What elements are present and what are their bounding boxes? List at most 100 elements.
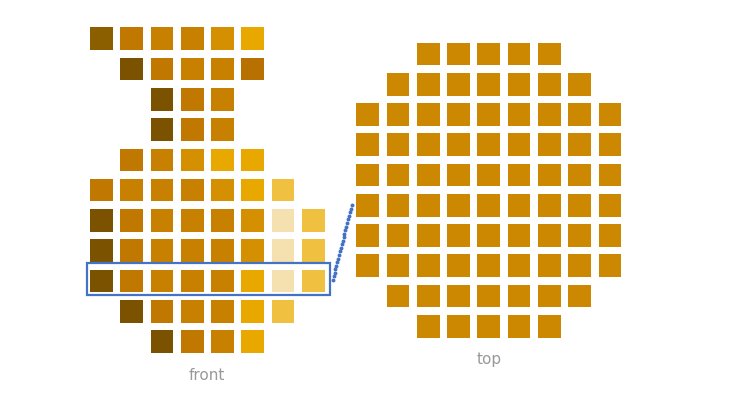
- Bar: [151, 179, 173, 202]
- Text: front: front: [189, 367, 226, 382]
- Bar: [242, 239, 264, 262]
- Bar: [387, 285, 410, 307]
- Bar: [447, 254, 470, 277]
- Bar: [242, 149, 264, 171]
- Bar: [87, 263, 330, 295]
- Bar: [447, 73, 470, 95]
- Bar: [417, 315, 440, 338]
- Bar: [211, 270, 234, 292]
- Bar: [242, 330, 264, 353]
- Bar: [568, 254, 591, 277]
- Bar: [417, 254, 440, 277]
- Bar: [272, 300, 294, 323]
- Bar: [478, 133, 500, 156]
- Bar: [568, 194, 591, 217]
- Bar: [211, 28, 234, 50]
- Bar: [151, 88, 173, 111]
- Bar: [447, 163, 470, 186]
- Bar: [211, 118, 234, 141]
- Bar: [447, 194, 470, 217]
- Bar: [151, 330, 173, 353]
- Bar: [447, 133, 470, 156]
- Bar: [90, 209, 112, 232]
- Bar: [387, 73, 410, 95]
- Bar: [242, 209, 264, 232]
- Bar: [181, 270, 203, 292]
- Bar: [478, 285, 500, 307]
- Bar: [120, 179, 143, 202]
- Bar: [211, 330, 234, 353]
- Bar: [538, 254, 561, 277]
- Bar: [151, 118, 173, 141]
- Bar: [356, 163, 379, 186]
- Bar: [447, 42, 470, 65]
- Text: top: top: [476, 353, 501, 367]
- Bar: [242, 270, 264, 292]
- Bar: [272, 239, 294, 262]
- Bar: [387, 133, 410, 156]
- Bar: [211, 300, 234, 323]
- Bar: [387, 103, 410, 126]
- Bar: [151, 28, 173, 50]
- Bar: [242, 300, 264, 323]
- Bar: [508, 315, 530, 338]
- Bar: [447, 315, 470, 338]
- Bar: [417, 42, 440, 65]
- Bar: [151, 149, 173, 171]
- Bar: [151, 270, 173, 292]
- Bar: [181, 118, 203, 141]
- Bar: [508, 163, 530, 186]
- Bar: [387, 194, 410, 217]
- Bar: [272, 179, 294, 202]
- Bar: [90, 270, 112, 292]
- Bar: [417, 285, 440, 307]
- Bar: [181, 88, 203, 111]
- Bar: [181, 28, 203, 50]
- Bar: [181, 58, 203, 81]
- Bar: [120, 239, 143, 262]
- Bar: [302, 209, 325, 232]
- Bar: [478, 224, 500, 247]
- Bar: [538, 133, 561, 156]
- Bar: [538, 224, 561, 247]
- Bar: [387, 254, 410, 277]
- Bar: [356, 103, 379, 126]
- Bar: [417, 103, 440, 126]
- Bar: [568, 103, 591, 126]
- Bar: [478, 194, 500, 217]
- Bar: [181, 330, 203, 353]
- Bar: [387, 224, 410, 247]
- Bar: [478, 73, 500, 95]
- Bar: [211, 149, 234, 171]
- Bar: [417, 73, 440, 95]
- Bar: [447, 285, 470, 307]
- Bar: [447, 224, 470, 247]
- Bar: [538, 315, 561, 338]
- Bar: [302, 239, 325, 262]
- Bar: [508, 224, 530, 247]
- Bar: [211, 88, 234, 111]
- Bar: [272, 209, 294, 232]
- Bar: [598, 254, 621, 277]
- Bar: [120, 149, 143, 171]
- Bar: [120, 300, 143, 323]
- Bar: [90, 179, 112, 202]
- Bar: [211, 209, 234, 232]
- Bar: [90, 239, 112, 262]
- Bar: [478, 254, 500, 277]
- Bar: [417, 194, 440, 217]
- Bar: [568, 163, 591, 186]
- Bar: [211, 179, 234, 202]
- Bar: [538, 42, 561, 65]
- Bar: [538, 163, 561, 186]
- Bar: [508, 103, 530, 126]
- Bar: [181, 239, 203, 262]
- Bar: [538, 73, 561, 95]
- Bar: [598, 163, 621, 186]
- Bar: [272, 270, 294, 292]
- Bar: [568, 224, 591, 247]
- Bar: [151, 209, 173, 232]
- Bar: [242, 58, 264, 81]
- Bar: [598, 194, 621, 217]
- Bar: [302, 270, 325, 292]
